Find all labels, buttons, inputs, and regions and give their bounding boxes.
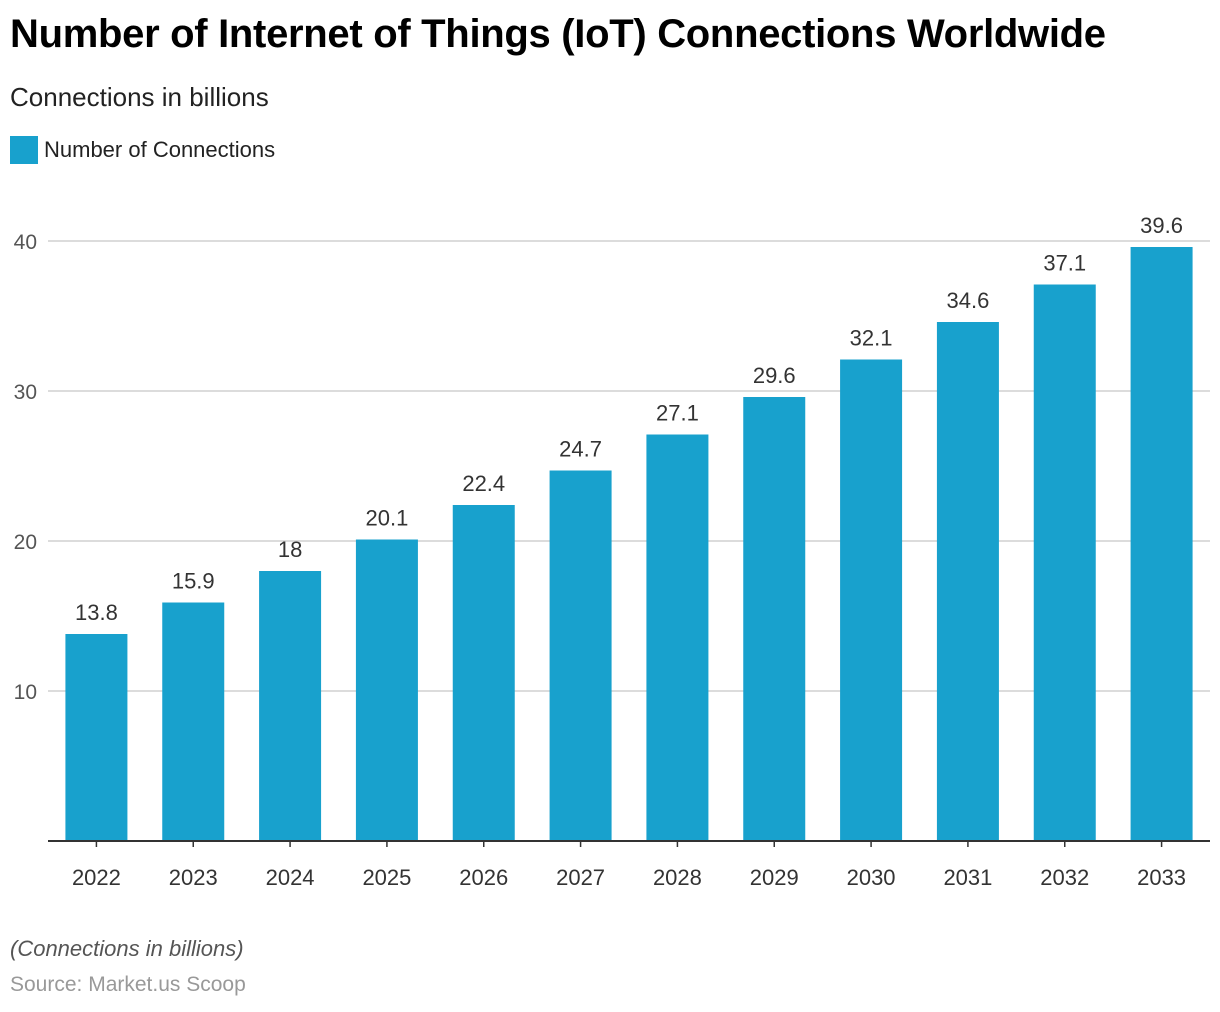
x-tick-label: 2022 [72, 865, 121, 890]
data-label: 15.9 [172, 569, 215, 594]
data-label: 39.6 [1140, 213, 1183, 238]
chart-note: (Connections in billions) [10, 936, 244, 961]
data-label: 13.8 [75, 600, 118, 625]
data-label: 18 [278, 537, 302, 562]
x-tick-label: 2026 [459, 865, 508, 890]
data-label: 32.1 [850, 326, 893, 351]
x-tick-label: 2023 [169, 865, 218, 890]
data-label: 20.1 [366, 506, 409, 531]
bar [65, 634, 128, 841]
data-label: 24.7 [559, 437, 602, 462]
data-label: 29.6 [753, 363, 796, 388]
x-tick-label: 2028 [653, 865, 702, 890]
legend-label: Number of Connections [44, 137, 276, 162]
y-tick-label: 30 [14, 381, 37, 404]
bar [162, 602, 225, 841]
bar [355, 539, 418, 841]
x-tick-label: 2024 [266, 865, 315, 890]
x-tick-label: 2031 [943, 865, 992, 890]
bar [646, 434, 709, 841]
bar [549, 470, 612, 841]
legend: Number of Connections [10, 136, 275, 164]
bar [1130, 247, 1193, 841]
data-label: 34.6 [947, 288, 990, 313]
source-text: Source: Market.us Scoop [10, 973, 246, 996]
x-tick-label: 2027 [556, 865, 605, 890]
y-tick-label: 10 [14, 681, 37, 704]
chart-subtitle: Connections in billions [10, 82, 269, 112]
bar [1033, 284, 1096, 841]
y-tick-label: 40 [14, 231, 37, 254]
bar [259, 571, 322, 841]
bar [743, 397, 806, 841]
y-tick-label: 20 [14, 531, 37, 554]
x-tick-label: 2030 [847, 865, 896, 890]
data-label: 22.4 [462, 471, 505, 496]
chart-title: Number of Internet of Things (IoT) Conne… [10, 12, 1106, 56]
x-tick-label: 2033 [1137, 865, 1186, 890]
bar [936, 322, 999, 841]
bar [840, 359, 903, 841]
bar [452, 505, 515, 841]
legend-swatch [10, 136, 38, 164]
x-tick-label: 2025 [362, 865, 411, 890]
data-label: 27.1 [656, 401, 699, 426]
data-label: 37.1 [1043, 251, 1086, 276]
x-tick-label: 2029 [750, 865, 799, 890]
x-tick-label: 2032 [1040, 865, 1089, 890]
